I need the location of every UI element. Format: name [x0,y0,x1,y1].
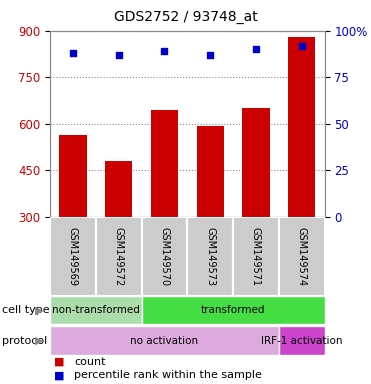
Bar [50,217,96,296]
Bar [59,135,87,217]
Bar [50,296,142,324]
Bar [197,126,224,217]
Text: percentile rank within the sample: percentile rank within the sample [74,370,262,380]
Text: GSM149571: GSM149571 [251,227,261,286]
Text: GSM149570: GSM149570 [160,227,170,286]
Bar [233,217,279,296]
Text: GSM149573: GSM149573 [205,227,215,286]
Bar [242,108,270,217]
Text: IRF-1 activation: IRF-1 activation [261,336,342,346]
Text: non-transformed: non-transformed [52,305,140,316]
Bar [142,296,325,324]
Text: protocol: protocol [2,336,47,346]
Text: GSM149572: GSM149572 [114,227,124,286]
Text: GSM149569: GSM149569 [68,227,78,286]
Text: ▶: ▶ [36,336,44,346]
Text: GSM149574: GSM149574 [297,227,307,286]
Bar [288,37,315,217]
Point [116,52,122,58]
Point [161,48,167,54]
Text: cell type: cell type [2,305,49,316]
Text: ■: ■ [54,357,64,367]
Bar [142,217,187,296]
Text: ▶: ▶ [36,305,44,316]
Text: transformed: transformed [201,305,265,316]
Text: ■: ■ [54,370,64,380]
Bar [279,217,325,296]
Bar [50,326,279,355]
Bar [151,110,178,217]
Point [207,52,213,58]
Point [299,43,305,49]
Bar [105,161,132,217]
Point [253,46,259,52]
Bar [96,217,142,296]
Text: count: count [74,357,106,367]
Point [70,50,76,56]
Bar [279,326,325,355]
Text: no activation: no activation [131,336,198,346]
Bar [187,217,233,296]
Text: GDS2752 / 93748_at: GDS2752 / 93748_at [114,10,257,23]
